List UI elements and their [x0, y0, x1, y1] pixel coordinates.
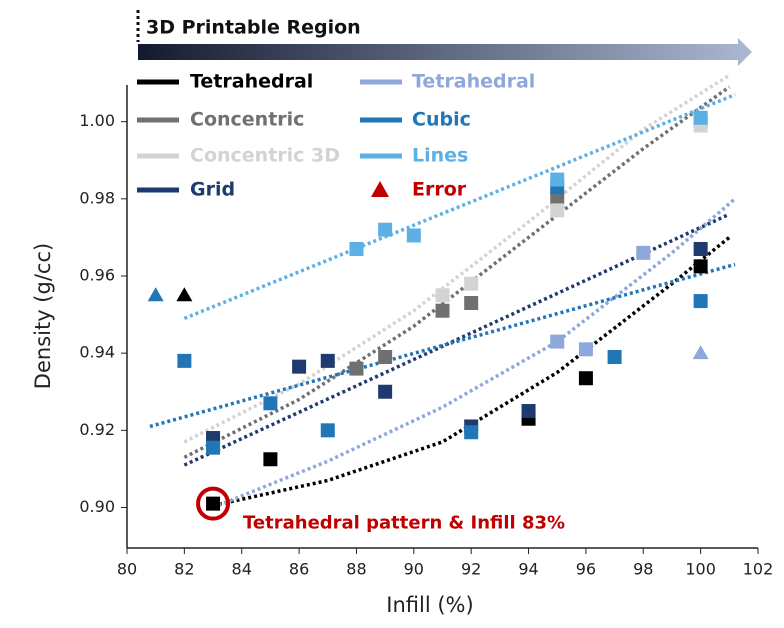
x-tick-label: 82	[174, 560, 194, 579]
x-tick-label: 94	[518, 560, 538, 579]
point	[693, 294, 708, 309]
y-tick-label: 0.98	[79, 188, 115, 207]
point	[435, 288, 450, 303]
x-tick-label: 96	[576, 560, 596, 579]
point	[349, 361, 364, 376]
trend-line	[183, 73, 731, 444]
error-point	[176, 287, 193, 302]
y-tick-label: 0.96	[79, 265, 115, 284]
legend-label: Error	[412, 179, 467, 201]
error-point	[147, 287, 164, 302]
legend-label: Grid	[190, 179, 235, 201]
legend-label: Concentric	[190, 109, 304, 131]
x-tick-label: 102	[743, 560, 774, 579]
point	[550, 191, 565, 206]
legend-label: Concentric 3D	[190, 145, 340, 167]
point	[320, 353, 335, 368]
x-tick-label: 100	[685, 560, 716, 579]
x-tick-label: 98	[633, 560, 653, 579]
point	[636, 245, 651, 260]
point	[349, 241, 364, 256]
point	[206, 440, 221, 455]
x-tick-label: 84	[232, 560, 252, 579]
y-axis-label: Density (g/cc)	[31, 243, 55, 389]
x-tick-label: 90	[404, 560, 424, 579]
point	[693, 259, 708, 274]
point	[435, 303, 450, 318]
point	[550, 172, 565, 187]
annotation: Tetrahedral pattern & Infill 83%	[243, 513, 565, 534]
x-tick-label: 86	[289, 560, 309, 579]
point	[406, 228, 421, 243]
point	[378, 350, 393, 365]
annotation-circle	[196, 486, 231, 521]
y-tick-label: 1.00	[79, 111, 115, 130]
x-axis-label: Infill (%)	[386, 593, 473, 617]
trend-line	[212, 236, 731, 508]
point	[550, 334, 565, 349]
point	[550, 203, 565, 218]
y-tick-label: 0.94	[79, 343, 115, 362]
point	[521, 404, 536, 419]
legend-label: Lines	[412, 145, 468, 167]
legend-label: Cubic	[412, 109, 471, 131]
trend-line	[149, 262, 736, 429]
x-tick-label: 92	[461, 560, 481, 579]
point	[263, 396, 278, 411]
legend-label: Tetrahedral	[412, 71, 535, 93]
y-tick-label: 0.92	[79, 420, 115, 439]
point	[378, 222, 393, 237]
x-tick-label: 80	[117, 560, 137, 579]
point	[263, 452, 278, 467]
point	[320, 423, 335, 438]
x-tick-label: 88	[346, 560, 366, 579]
legend-label: Tetrahedral	[190, 71, 313, 93]
point	[578, 342, 593, 357]
header: 3D Printable Region	[146, 17, 361, 39]
y-tick-label: 0.90	[79, 497, 115, 516]
point	[464, 295, 479, 310]
point	[693, 241, 708, 256]
error-point	[692, 345, 709, 360]
point	[693, 110, 708, 125]
point	[464, 276, 479, 291]
point	[464, 425, 479, 440]
point	[292, 359, 307, 374]
point	[206, 496, 221, 511]
trend-line	[212, 197, 737, 510]
point	[177, 353, 192, 368]
point	[607, 350, 622, 365]
point	[578, 371, 593, 386]
header-arrow	[138, 38, 752, 66]
legend-swatch	[371, 181, 389, 197]
point	[378, 384, 393, 399]
